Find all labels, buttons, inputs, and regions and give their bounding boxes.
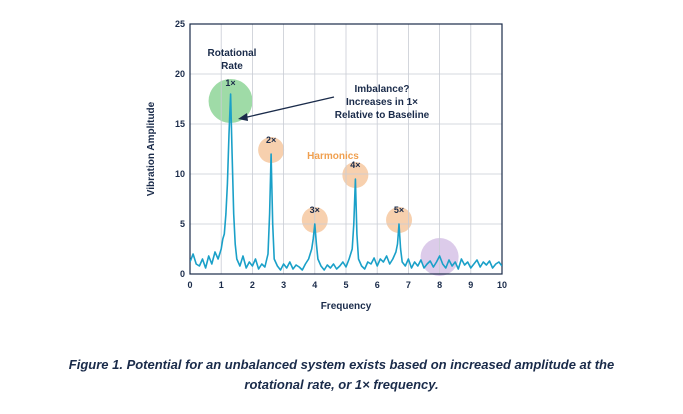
x-tick-label-9: 9 bbox=[468, 280, 473, 290]
x-axis-ticks: 0 1 2 3 4 5 6 7 8 9 10 bbox=[187, 280, 507, 290]
y-tick-label-4: 20 bbox=[175, 69, 185, 79]
caption-line-1: Figure 1. Potential for an unbalanced sy… bbox=[68, 357, 615, 372]
y-axis-label: Vibration Amplitude bbox=[146, 101, 157, 196]
y-tick-label-3: 15 bbox=[175, 119, 185, 129]
y-tick-label-2: 10 bbox=[175, 169, 185, 179]
vibration-series-line bbox=[190, 93, 502, 271]
peak-highlight-5 bbox=[386, 207, 413, 233]
imbalance-label-line2: Increases in 1× bbox=[346, 97, 418, 108]
x-tick-label-4: 4 bbox=[312, 280, 317, 290]
peak-highlight-2 bbox=[258, 137, 285, 163]
x-tick-label-6: 6 bbox=[375, 280, 380, 290]
x-tick-label-7: 7 bbox=[406, 280, 411, 290]
peak-labels: 1× 2× 3× 4× 5× bbox=[225, 78, 404, 215]
x-tick-label-5: 5 bbox=[343, 280, 348, 290]
peak-highlight-4 bbox=[342, 162, 369, 188]
y-axis-ticks: 0 5 10 15 20 25 bbox=[175, 19, 185, 279]
imbalance-label-line3: Relative to Baseline bbox=[335, 110, 430, 121]
figure-caption: Figure 1. Potential for an unbalanced sy… bbox=[0, 355, 683, 395]
harmonics-label: Harmonics bbox=[307, 151, 359, 162]
peak-label-2: 2× bbox=[266, 135, 276, 145]
peak-highlights bbox=[208, 79, 459, 276]
y-tick-label-1: 5 bbox=[180, 219, 185, 229]
vibration-chart: 0 5 10 15 20 25 0 1 2 3 4 5 6 7 8 9 10 1× 2× 3× 4× 5× Frequ… bbox=[146, 19, 507, 312]
y-tick-label-0: 0 bbox=[180, 269, 185, 279]
x-tick-label-10: 10 bbox=[497, 280, 507, 290]
caption-line-2: rotational rate, or 1× frequency. bbox=[244, 377, 439, 392]
x-tick-label-8: 8 bbox=[437, 280, 442, 290]
rotational-rate-label-line2: Rate bbox=[221, 61, 243, 72]
peak-label-3: 3× bbox=[310, 205, 320, 215]
peak-label-1: 1× bbox=[225, 78, 235, 88]
imbalance-label-line1: Imbalance? bbox=[354, 84, 409, 95]
peak-label-4: 4× bbox=[350, 160, 360, 170]
plot-frame bbox=[189, 23, 503, 275]
y-tick-label-5: 25 bbox=[175, 19, 185, 29]
x-tick-label-3: 3 bbox=[281, 280, 286, 290]
x-tick-label-2: 2 bbox=[250, 280, 255, 290]
x-axis-label: Frequency bbox=[321, 301, 372, 312]
imbalance-arrow bbox=[238, 96, 335, 121]
x-tick-label-1: 1 bbox=[219, 280, 224, 290]
rotational-rate-label-line1: Rotational bbox=[208, 48, 257, 59]
x-tick-label-0: 0 bbox=[187, 280, 192, 290]
peak-label-5: 5× bbox=[394, 205, 404, 215]
